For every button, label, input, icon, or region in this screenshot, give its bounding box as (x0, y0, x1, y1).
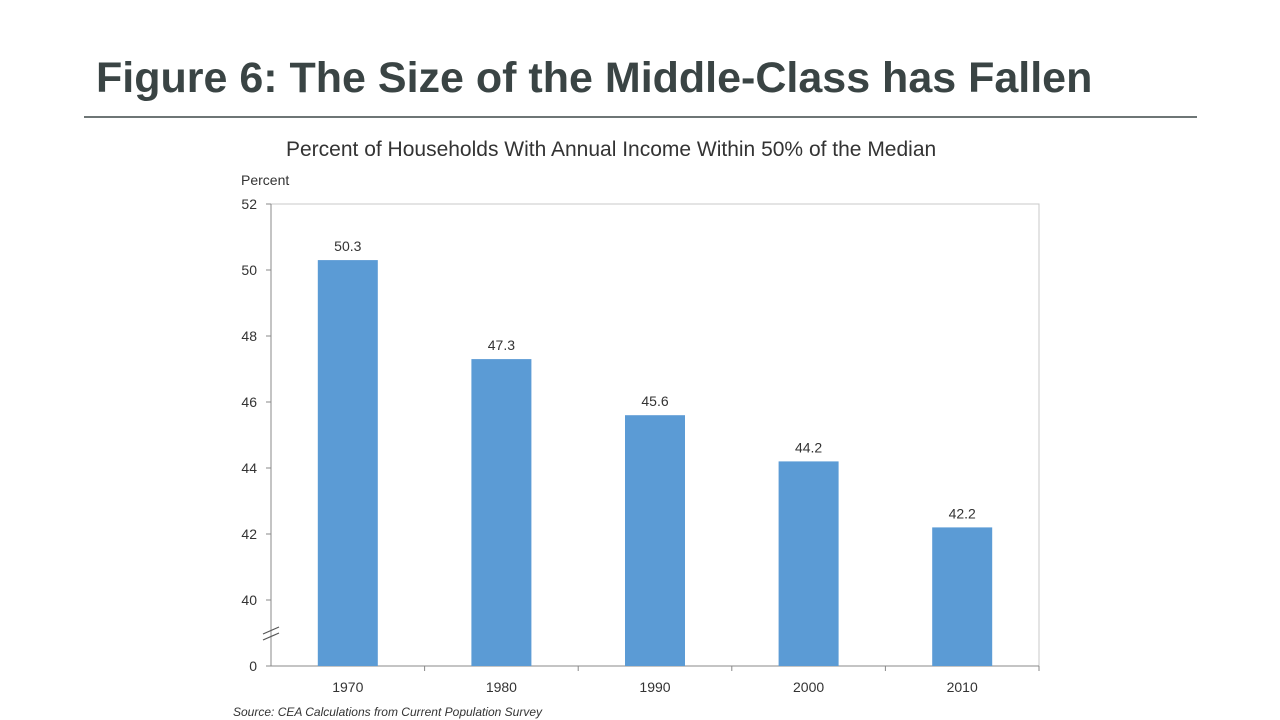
chart-source-note: Source: CEA Calculations from Current Po… (233, 705, 543, 719)
y-tick-label: 52 (241, 196, 257, 212)
y-tick-label: 50 (241, 262, 257, 278)
bar-value-label-2000: 44.2 (795, 439, 822, 455)
title-divider (84, 116, 1197, 118)
y-axis-label: Percent (241, 172, 290, 188)
y-tick-label: 40 (241, 592, 257, 608)
y-tick-label: 0 (249, 658, 257, 674)
y-tick-label: 46 (241, 394, 257, 410)
bar-2000 (778, 461, 839, 666)
chart-title: Percent of Households With Annual Income… (286, 138, 937, 161)
y-tick-label: 44 (241, 460, 257, 476)
x-tick-label-2000: 2000 (793, 679, 824, 695)
bar-1980 (471, 359, 532, 666)
slide-title: Figure 6: The Size of the Middle-Class h… (96, 54, 1093, 102)
bar-value-label-2010: 42.2 (949, 505, 976, 521)
bars-group: 50.3 47.3 45.6 44.2 42.2 (317, 238, 993, 666)
bar-value-label-1980: 47.3 (488, 337, 515, 353)
x-tick-label-1990: 1990 (639, 679, 670, 695)
x-tick-label-2010: 2010 (947, 679, 978, 695)
x-tick-label-1980: 1980 (486, 679, 517, 695)
x-tick-label-1970: 1970 (332, 679, 363, 695)
x-axis-ticks: 1970 1980 1990 2000 2010 (332, 666, 1040, 695)
axis-break-icon (262, 626, 280, 641)
y-tick-label: 48 (241, 328, 257, 344)
y-tick-label: 42 (241, 526, 257, 542)
bar-1970 (317, 260, 378, 666)
bar-1990 (625, 415, 685, 666)
y-axis-ticks: 52 50 48 46 44 42 40 0 (241, 196, 271, 674)
bar-value-label-1990: 45.6 (641, 393, 668, 409)
bar-value-label-1970: 50.3 (334, 238, 361, 254)
bar-2010 (932, 527, 993, 666)
